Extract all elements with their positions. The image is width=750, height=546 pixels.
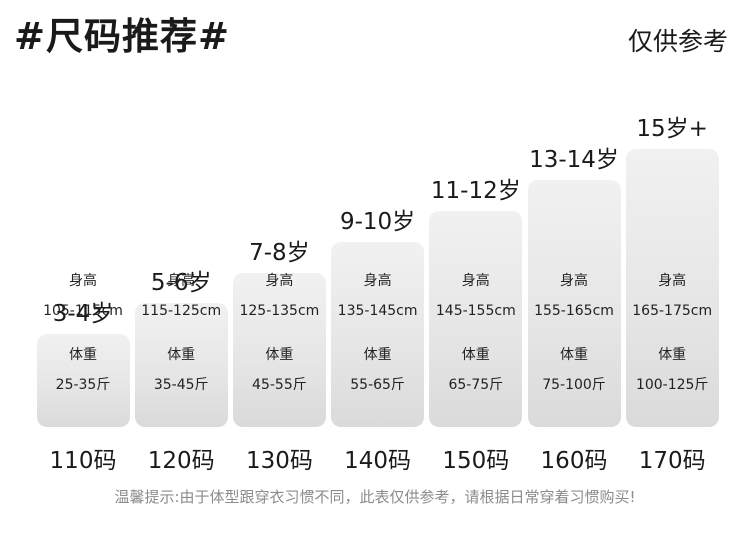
weight-range: 45-55斤 bbox=[252, 377, 307, 393]
height-label: 身高 bbox=[265, 273, 294, 289]
height-range: 135-145cm bbox=[337, 303, 418, 319]
weight-label: 体重 bbox=[658, 347, 687, 363]
height-range: 105-115cm bbox=[43, 303, 123, 319]
size-bar bbox=[134, 303, 228, 427]
weight-label: 体重 bbox=[167, 347, 196, 363]
footer-tip: 温馨提示:由于体型跟穿衣习惯不同，此表仅供参考，请根据日常穿着习惯购买! bbox=[114, 488, 636, 506]
age-label: 13-14岁 bbox=[529, 146, 619, 173]
size-label: 150码 bbox=[442, 448, 510, 474]
height-range: 155-165cm bbox=[534, 303, 614, 319]
height-range: 125-135cm bbox=[239, 303, 320, 319]
age-label: 3-4岁 bbox=[52, 301, 114, 328]
weight-label: 体重 bbox=[560, 347, 588, 363]
age-label: 7-8岁 bbox=[249, 239, 310, 266]
height-range: 115-125cm bbox=[141, 303, 222, 319]
weight-range: 25-35斤 bbox=[55, 377, 111, 393]
weight-range: 75-100斤 bbox=[542, 377, 606, 393]
age-label: 5-6岁 bbox=[150, 270, 212, 297]
size-label: 160码 bbox=[540, 448, 608, 474]
height-label: 身高 bbox=[560, 273, 588, 289]
age-label: 11-12岁 bbox=[430, 177, 521, 204]
size-label: 140码 bbox=[344, 448, 412, 474]
weight-range: 35-45斤 bbox=[153, 377, 209, 393]
size-label: 110码 bbox=[49, 448, 117, 474]
weight-label: 体重 bbox=[265, 347, 294, 363]
size-label: 130码 bbox=[245, 448, 313, 474]
height-label: 身高 bbox=[461, 273, 490, 289]
size-bar bbox=[232, 272, 326, 427]
height-range: 165-175cm bbox=[632, 303, 713, 319]
size-label: 120码 bbox=[147, 448, 215, 474]
height-label: 身高 bbox=[69, 273, 97, 289]
height-range: 145-155cm bbox=[435, 303, 516, 319]
reference-note: 仅供参考 bbox=[627, 27, 728, 56]
weight-label: 体重 bbox=[461, 347, 490, 363]
size-label: 170码 bbox=[638, 448, 706, 474]
size-bar bbox=[429, 210, 523, 427]
age-label: 9-10岁 bbox=[339, 208, 416, 235]
size-bar bbox=[527, 179, 621, 427]
weight-range: 100-125斤 bbox=[635, 377, 709, 393]
size-bar bbox=[36, 334, 130, 427]
age-label: 15岁+ bbox=[636, 115, 708, 142]
weight-label: 体重 bbox=[363, 347, 392, 363]
height-label: 身高 bbox=[363, 273, 392, 289]
size-bar bbox=[331, 241, 425, 427]
weight-label: 体重 bbox=[69, 347, 97, 363]
weight-range: 65-75斤 bbox=[448, 377, 504, 393]
weight-range: 55-65斤 bbox=[350, 377, 405, 393]
size-bar bbox=[625, 148, 719, 427]
height-label: 身高 bbox=[658, 273, 687, 289]
page-title: #尺码推荐# bbox=[14, 15, 231, 58]
height-label: 身高 bbox=[167, 273, 196, 289]
